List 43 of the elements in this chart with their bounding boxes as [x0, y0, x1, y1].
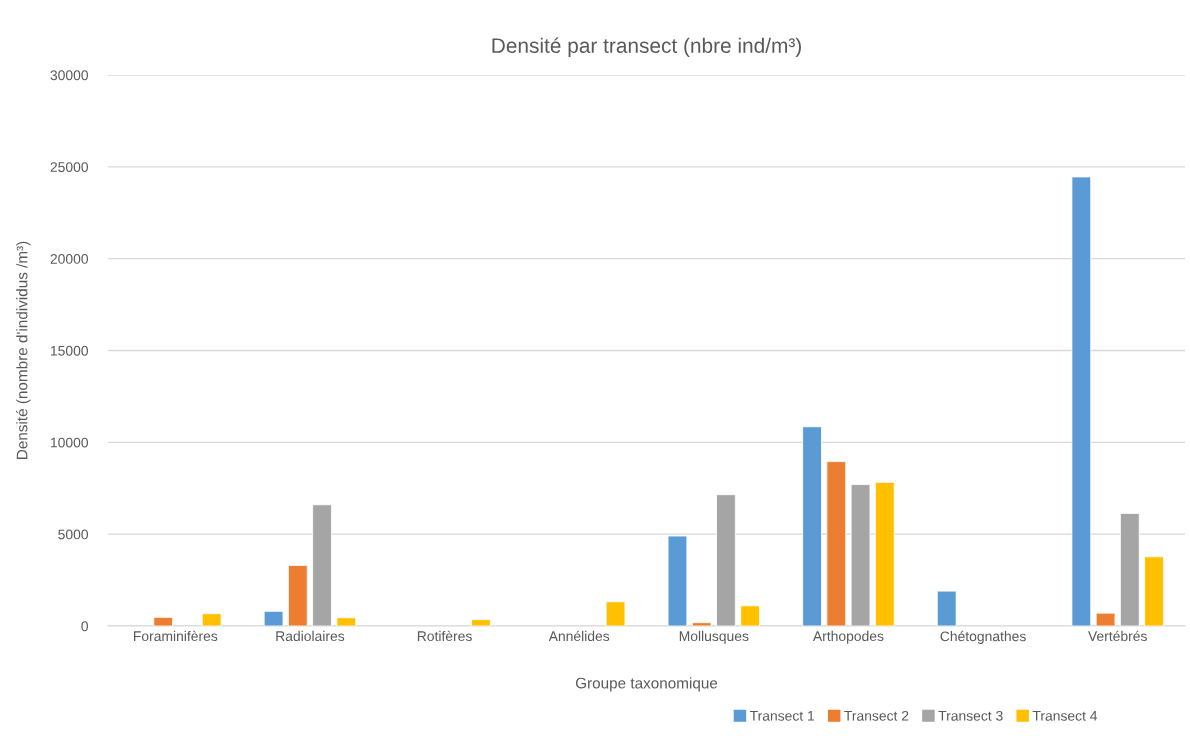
- bar: [802, 426, 822, 626]
- x-tick-label: Arthopodes: [812, 630, 884, 644]
- x-tick-label: Rotifères: [417, 630, 472, 642]
- y-tick-label: 25000: [50, 162, 89, 172]
- bar: [1095, 612, 1116, 626]
- bar: [936, 590, 957, 626]
- bar: [1144, 556, 1164, 626]
- y-tick-label: 15000: [51, 345, 89, 356]
- x-axis-title: Groupe taxonomique: [575, 677, 718, 692]
- y-tick-label: 5000: [58, 529, 89, 540]
- bar: [716, 494, 736, 626]
- chart-title: Densité par transect (nbre ind/m³): [492, 37, 801, 58]
- bar: [826, 461, 847, 626]
- bar: [263, 610, 284, 626]
- bar: [850, 484, 871, 626]
- x-tick-label: Radiolaires: [276, 630, 345, 642]
- bar: [691, 622, 712, 626]
- legend-label: Transect 3: [938, 710, 1003, 721]
- bar: [1119, 512, 1140, 626]
- y-tick-label: 30000: [50, 70, 89, 81]
- bar: [287, 564, 308, 626]
- bar: [740, 605, 761, 626]
- y-tick-label: 10000: [51, 437, 89, 448]
- bar: [471, 619, 491, 626]
- bar: [336, 617, 357, 626]
- x-tick-label: Mollusques: [679, 630, 749, 644]
- legend-label: Transect 2: [844, 710, 909, 721]
- bar: [201, 613, 222, 626]
- legend-label: Transect 1: [749, 711, 815, 721]
- y-tick-label: 0: [81, 621, 89, 632]
- y-axis-title: Densité (nombre d'individus /m³): [16, 241, 31, 459]
- bar: [312, 504, 332, 626]
- y-tick-label: 20000: [50, 254, 89, 264]
- x-tick-label: Foraminifères: [134, 630, 218, 642]
- bar: [605, 601, 626, 626]
- bar: [153, 616, 174, 626]
- bar: [874, 481, 895, 626]
- bar: [1071, 176, 1092, 626]
- legend-label: Transect 4: [1032, 711, 1098, 721]
- x-tick-label: Chétognathes: [940, 630, 1026, 644]
- bar: [667, 535, 688, 626]
- x-tick-label: Annélides: [548, 630, 610, 642]
- x-tick-label: Vertébrés: [1088, 630, 1147, 642]
